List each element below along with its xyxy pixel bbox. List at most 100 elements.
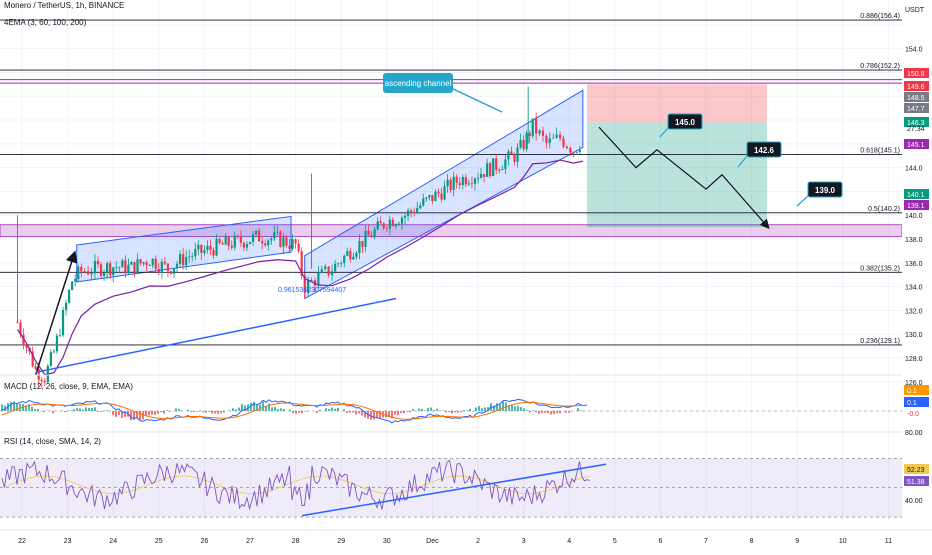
candle-body	[532, 118, 534, 136]
macd-histogram-bar	[238, 408, 240, 411]
macd-histogram-bar	[463, 410, 465, 411]
candle-body	[170, 271, 172, 274]
fib-level-label: 0.5(140.2)	[868, 206, 900, 213]
macd-histogram-bar	[100, 411, 102, 412]
candle-body	[483, 174, 485, 177]
candle-body	[337, 263, 339, 264]
candle-body	[477, 178, 479, 179]
macd-histogram-bar	[94, 407, 96, 411]
candle-body	[349, 251, 351, 259]
macd-histogram-bar	[70, 410, 72, 411]
macd-tag-text: -0.0	[907, 411, 919, 418]
macd-histogram-bar	[196, 411, 198, 412]
candle-body	[130, 262, 132, 265]
time-tick-label: 10	[839, 538, 847, 545]
macd-histogram-bar	[271, 407, 273, 411]
macd-histogram-bar	[73, 409, 75, 411]
macd-histogram-bar	[361, 411, 363, 416]
macd-histogram-bar	[316, 411, 318, 413]
macd-histogram-bar	[280, 408, 282, 411]
candle-body	[261, 241, 263, 243]
candle-body	[206, 246, 208, 250]
candle-body	[416, 208, 418, 213]
candle-body	[440, 193, 442, 199]
macd-histogram-bar	[529, 411, 531, 412]
macd-histogram-bar	[334, 409, 336, 411]
candle-body	[240, 237, 242, 243]
candle-body	[127, 265, 129, 273]
macd-histogram-bar	[502, 401, 504, 411]
candle-body	[398, 224, 400, 225]
macd-title[interactable]: MACD (12, 26, close, 9, EMA, EMA)	[4, 382, 133, 391]
macd-histogram-bar	[427, 408, 429, 411]
macd-histogram-bar	[307, 411, 309, 412]
macd-histogram-bar	[475, 408, 477, 411]
candle-body	[380, 221, 382, 223]
candle-body	[270, 238, 272, 240]
candle-body	[507, 151, 509, 159]
macd-histogram-bar	[178, 409, 180, 411]
macd-histogram-bar	[523, 408, 525, 411]
candle-body	[179, 254, 181, 264]
macd-histogram-bar	[328, 409, 330, 411]
candle-body	[552, 138, 554, 139]
macd-histogram-bar	[433, 410, 435, 411]
macd-histogram-bar	[517, 406, 519, 411]
candle-body	[197, 245, 199, 249]
candle-body	[386, 228, 388, 229]
candle-body	[573, 152, 575, 153]
macd-histogram-bar	[454, 411, 456, 412]
candle-body	[513, 155, 515, 162]
target-label: 142.6	[754, 146, 775, 155]
candle-body	[549, 138, 551, 143]
candle-body	[492, 158, 494, 176]
candle-body	[529, 133, 531, 136]
macd-histogram-bar	[274, 407, 276, 411]
candle-body	[566, 147, 568, 148]
macd-histogram-bar	[223, 411, 225, 413]
macd-histogram-bar	[208, 411, 210, 412]
candle-body	[100, 264, 102, 276]
macd-histogram-bar	[88, 408, 90, 411]
macd-histogram-bar	[331, 408, 333, 411]
candle-body	[215, 239, 217, 256]
candle-body	[158, 269, 160, 272]
take-profit-zone[interactable]	[587, 122, 767, 227]
candle-body	[474, 179, 476, 184]
macd-histogram-bar	[37, 409, 39, 411]
candle-body	[68, 290, 70, 303]
candle-body	[94, 261, 96, 273]
candle-body	[121, 260, 123, 267]
rsi-title[interactable]: RSI (14, close, SMA, 14, 2)	[4, 437, 101, 446]
macd-histogram-bar	[76, 408, 78, 411]
candle-body	[538, 131, 540, 134]
candle-body	[545, 136, 547, 143]
time-tick-label: 11	[885, 538, 892, 545]
time-tick-label: 5	[613, 538, 617, 545]
candle-body	[237, 236, 239, 237]
macd-histogram-bar	[385, 411, 387, 417]
time-tick-label: 30	[383, 538, 391, 545]
price-tick-label: 130.0	[905, 332, 923, 339]
candle-body	[504, 159, 506, 168]
macd-histogram-bar	[163, 411, 165, 413]
candle-body	[228, 237, 230, 246]
candle-body	[377, 221, 379, 229]
macd-histogram-bar	[298, 411, 300, 413]
indicator-label[interactable]: 4EMA (3, 60, 100, 200)	[4, 18, 86, 27]
candle-body	[569, 148, 571, 152]
time-tick-label: 8	[750, 538, 754, 545]
time-tick-label: 9	[795, 538, 799, 545]
candle-body	[282, 237, 284, 247]
candle-body	[407, 210, 409, 216]
symbol-title[interactable]: Monero / TetherUS, 1h, BINANCE	[4, 1, 124, 10]
macd-histogram-bar	[268, 404, 270, 411]
macd-histogram-bar	[166, 410, 168, 411]
macd-histogram-bar	[436, 409, 438, 411]
macd-histogram-bar	[25, 407, 27, 411]
candle-body	[298, 244, 300, 252]
macd-histogram-bar	[64, 411, 66, 412]
macd-histogram-bar	[358, 411, 360, 413]
candle-body	[203, 250, 205, 253]
